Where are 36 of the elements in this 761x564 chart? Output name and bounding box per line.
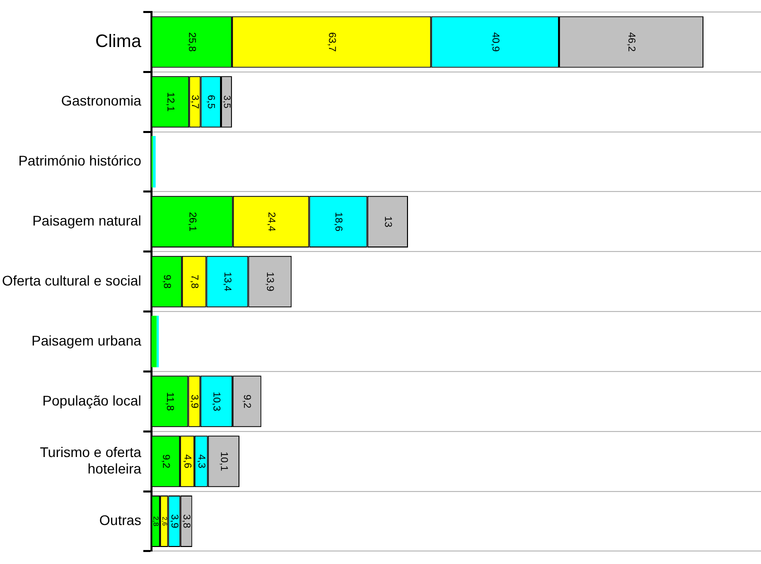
y-tick-label: Paisagem urbana [32, 332, 142, 348]
data-label: 46,2 [625, 32, 636, 52]
data-label: 10,1 [218, 452, 229, 472]
y-tick-label: Outras [99, 512, 142, 528]
bar [151, 316, 157, 368]
y-tick-label: População local [42, 392, 142, 408]
data-label: 63,7 [326, 32, 337, 52]
y-tick-label: Gastronomia [61, 92, 142, 109]
data-label: 11,8 [164, 392, 175, 412]
data-label: 24,4 [265, 212, 276, 232]
y-tick-label: Património histórico [18, 152, 142, 169]
y-tick-label: Oferta cultural e social [2, 272, 142, 288]
data-label: 6,5 [205, 94, 216, 110]
y-tick-label: Turismo e oferta hoteleira [40, 444, 142, 477]
data-label: 3,7 [189, 94, 200, 110]
data-label: 25,8 [186, 32, 197, 52]
data-label: 10,3 [210, 392, 222, 412]
data-label: 4,3 [195, 454, 206, 469]
data-label: 12,1 [164, 92, 176, 112]
data-label: 3,9 [168, 514, 180, 529]
data-label: 40,9 [489, 32, 500, 52]
data-label: 13,9 [264, 272, 276, 292]
data-label: 9,2 [160, 454, 171, 469]
data-label: 3,8 [180, 514, 192, 529]
data-label: 13,4 [222, 272, 233, 292]
data-label: 26,1 [186, 212, 198, 232]
data-label: 3,9 [188, 394, 200, 409]
y-tick-label: Paisagem natural [32, 212, 142, 229]
data-label: 3,5 [220, 95, 232, 108]
data-label: 13 [382, 216, 393, 228]
data-label: 4,6 [181, 454, 192, 469]
data-label: 9,8 [160, 274, 172, 289]
data-label: 9,2 [241, 394, 252, 409]
data-label: 18,6 [332, 212, 344, 232]
y-tick-label: Clima [95, 30, 142, 51]
data-label: 7,8 [188, 274, 200, 289]
